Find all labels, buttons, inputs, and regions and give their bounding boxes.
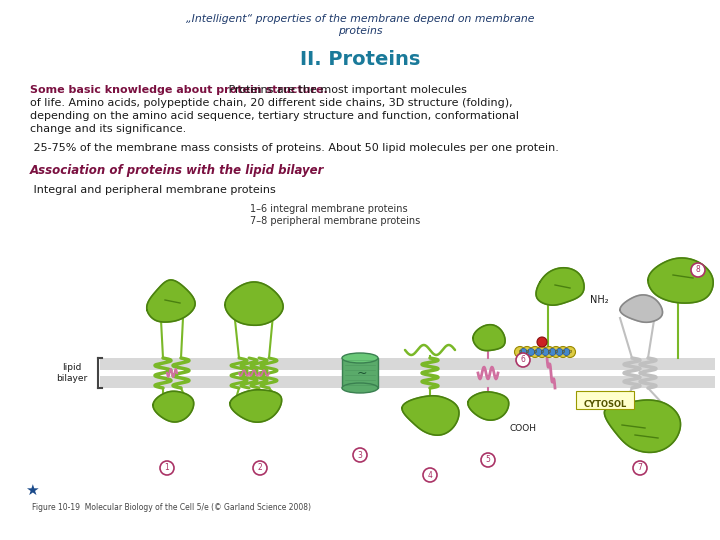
Circle shape [536, 347, 547, 357]
Text: of life. Amino acids, polypeptide chain, 20 different side chains, 3D structure : of life. Amino acids, polypeptide chain,… [30, 98, 513, 108]
Text: CYTOSOL: CYTOSOL [583, 400, 626, 409]
Circle shape [353, 448, 367, 462]
Circle shape [542, 348, 549, 355]
Text: Integral and peripheral membrane proteins: Integral and peripheral membrane protein… [30, 185, 276, 195]
Bar [100, 358, 715, 370]
Circle shape [535, 348, 542, 355]
Polygon shape [648, 258, 714, 303]
Text: 25-75% of the membrane mass consists of proteins. About 50 lipid molecules per o: 25-75% of the membrane mass consists of … [30, 143, 559, 153]
Circle shape [563, 348, 570, 355]
Text: 4: 4 [428, 470, 433, 480]
Text: P: P [554, 349, 557, 354]
Polygon shape [225, 282, 283, 325]
Text: II. Proteins: II. Proteins [300, 50, 420, 69]
Circle shape [423, 468, 437, 482]
FancyBboxPatch shape [576, 391, 634, 409]
Circle shape [537, 337, 547, 347]
Text: P: P [526, 349, 528, 354]
Text: Figure 10-19  Molecular Biology of the Cell 5/e (© Garland Science 2008): Figure 10-19 Molecular Biology of the Ce… [32, 503, 311, 512]
Circle shape [556, 348, 563, 355]
Text: depending on the amino acid sequence, tertiary structure and function, conformat: depending on the amino acid sequence, te… [30, 111, 519, 121]
Polygon shape [147, 280, 195, 322]
Text: „Intelligent“ properties of the membrane depend on membrane: „Intelligent“ properties of the membrane… [186, 14, 534, 24]
Text: change and its significance.: change and its significance. [30, 124, 186, 134]
Bar [100, 376, 715, 388]
Polygon shape [153, 392, 194, 422]
Circle shape [160, 461, 174, 475]
Text: 1: 1 [165, 463, 169, 472]
Text: 5: 5 [485, 456, 490, 464]
Text: P: P [562, 349, 564, 354]
Polygon shape [536, 268, 584, 305]
Text: COOH: COOH [510, 424, 537, 433]
Text: Proteins are the most important molecules: Proteins are the most important molecule… [225, 85, 467, 95]
Circle shape [516, 353, 530, 367]
Text: P: P [541, 349, 544, 354]
Circle shape [481, 453, 495, 467]
Circle shape [691, 263, 705, 277]
Text: P: P [568, 349, 572, 354]
Text: 8: 8 [696, 266, 701, 274]
Text: Association of proteins with the lipid bilayer: Association of proteins with the lipid b… [30, 164, 325, 177]
Polygon shape [604, 400, 680, 453]
Polygon shape [620, 295, 662, 322]
Circle shape [528, 348, 534, 355]
Circle shape [529, 347, 541, 357]
Text: 3: 3 [358, 450, 362, 460]
Circle shape [633, 461, 647, 475]
Text: 6: 6 [521, 355, 526, 364]
Text: P: P [518, 349, 521, 354]
Text: 7–8 peripheral membrane proteins: 7–8 peripheral membrane proteins [250, 216, 420, 226]
Ellipse shape [342, 353, 378, 363]
Text: P: P [547, 349, 551, 354]
Polygon shape [230, 390, 282, 422]
Ellipse shape [342, 383, 378, 393]
Text: ~: ~ [356, 367, 367, 380]
Circle shape [549, 348, 556, 355]
Circle shape [520, 348, 527, 355]
Circle shape [564, 347, 575, 357]
Text: P: P [534, 349, 536, 354]
Circle shape [544, 347, 554, 357]
Text: proteins: proteins [338, 26, 382, 36]
Bar [342, 358, 378, 388]
Text: lipid
bilayer: lipid bilayer [56, 363, 88, 383]
Text: 7: 7 [638, 463, 642, 472]
Text: NH₂: NH₂ [590, 295, 608, 305]
Circle shape [515, 347, 526, 357]
Circle shape [253, 461, 267, 475]
Circle shape [557, 347, 569, 357]
Circle shape [551, 347, 562, 357]
Text: Some basic knowledge about protein structure.: Some basic knowledge about protein struc… [30, 85, 328, 95]
Text: 1–6 integral membrane proteins: 1–6 integral membrane proteins [250, 204, 408, 214]
Circle shape [521, 347, 533, 357]
Text: 2: 2 [258, 463, 262, 472]
Polygon shape [468, 392, 509, 420]
Polygon shape [402, 396, 459, 435]
Polygon shape [473, 325, 505, 350]
Text: ★: ★ [25, 483, 39, 497]
